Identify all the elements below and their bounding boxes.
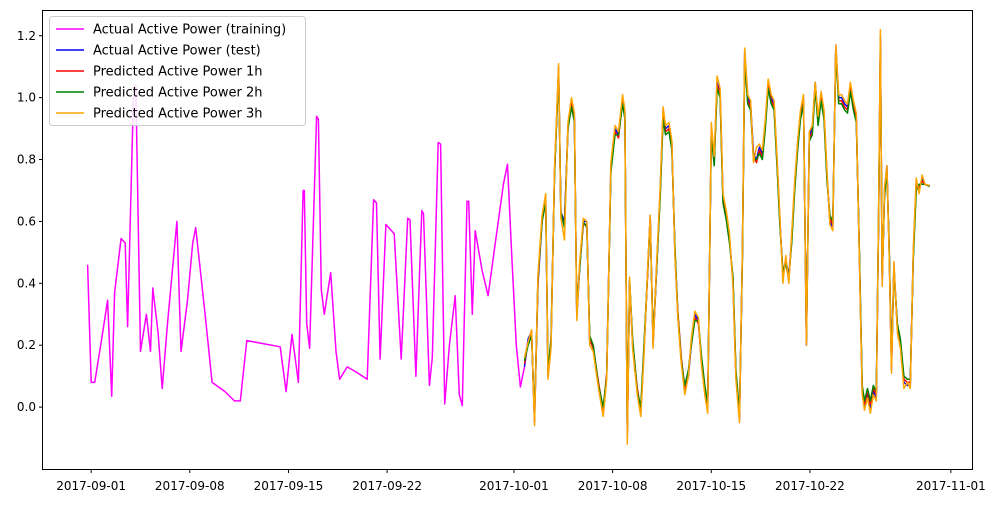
- legend: Actual Active Power (training) Actual Act…: [49, 16, 306, 126]
- x-tick-label: 2017-09-22: [352, 479, 422, 493]
- legend-box: [49, 16, 306, 126]
- legend-label: Predicted Active Power 1h: [93, 65, 262, 80]
- series-line-4: [523, 44, 931, 433]
- x-tick-label: 2017-11-01: [916, 479, 986, 493]
- x-tick-label: 2017-10-22: [775, 479, 845, 493]
- series-layer: [86, 28, 931, 445]
- y-tick-label: 0.8: [17, 153, 36, 167]
- y-tick-label: 0.6: [17, 214, 36, 228]
- x-tick-label: 2017-10-01: [479, 479, 549, 493]
- y-tick-label: 0.0: [17, 400, 36, 414]
- legend-label: Predicted Active Power 2h: [93, 86, 262, 101]
- legend-label: Actual Active Power (test): [93, 44, 261, 59]
- x-tick-label: 2017-09-01: [56, 479, 126, 493]
- x-tick-label: 2017-10-08: [578, 479, 648, 493]
- series-line-3: [523, 38, 930, 436]
- y-tick-label: 1.0: [17, 91, 36, 105]
- x-tick-label: 2017-10-15: [676, 479, 746, 493]
- y-tick-label: 0.4: [17, 276, 36, 290]
- legend-label: Actual Active Power (training): [93, 23, 286, 38]
- x-tick-label: 2017-09-08: [155, 479, 225, 493]
- x-axis: 2017-09-01 2017-09-08 2017-09-15 2017-09-22…: [56, 469, 986, 493]
- series-line-5: [523, 28, 930, 445]
- series-line-1: [86, 84, 526, 407]
- legend-label: Predicted Active Power 3h: [93, 107, 262, 122]
- series-line-2: [523, 35, 930, 439]
- y-tick-label: 0.2: [17, 338, 36, 352]
- plot-frame: [42, 10, 973, 470]
- y-axis: 0.0 0.2 0.4 0.6 0.8 1.0 1.2: [17, 29, 43, 414]
- y-tick-label: 1.2: [17, 29, 36, 43]
- x-tick-label: 2017-09-15: [254, 479, 324, 493]
